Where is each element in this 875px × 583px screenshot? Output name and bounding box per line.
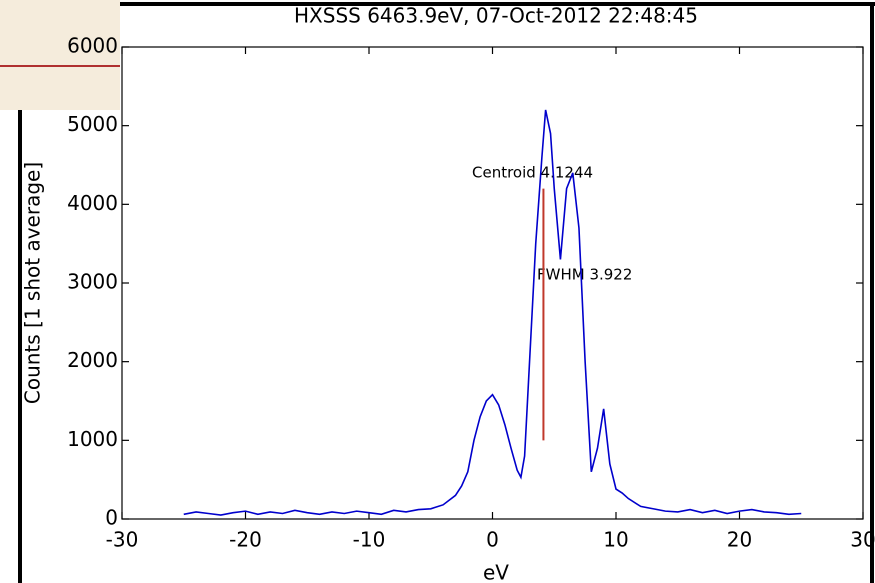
y-tick-label: 1000 xyxy=(67,427,118,451)
data-line xyxy=(183,109,802,516)
background-window xyxy=(0,0,120,110)
x-axis-label: eV xyxy=(483,561,509,583)
plot-area xyxy=(121,46,864,520)
y-tick-label: 6000 xyxy=(67,34,118,58)
x-tick-label: 30 xyxy=(850,528,875,552)
y-axis-label: Counts [1 shot average] xyxy=(21,162,45,404)
y-tick-label: 5000 xyxy=(67,112,118,136)
x-tick-label: 10 xyxy=(603,528,628,552)
x-tick-label: -20 xyxy=(229,528,262,552)
x-tick-label: -10 xyxy=(353,528,386,552)
annotation: FWHM 3.922 xyxy=(537,266,632,284)
x-tick-label: 0 xyxy=(486,528,499,552)
y-tick-label: 3000 xyxy=(67,270,118,294)
y-tick-label: 2000 xyxy=(67,348,118,372)
chart-title: HXSSS 6463.9eV, 07-Oct-2012 22:48:45 xyxy=(294,4,698,28)
annotation: Centroid 4.1244 xyxy=(472,164,593,182)
y-tick-label: 4000 xyxy=(67,191,118,215)
figure-bg xyxy=(20,110,122,583)
x-tick-label: -30 xyxy=(106,528,139,552)
y-tick-label: 0 xyxy=(105,506,118,530)
x-tick-label: 20 xyxy=(727,528,752,552)
